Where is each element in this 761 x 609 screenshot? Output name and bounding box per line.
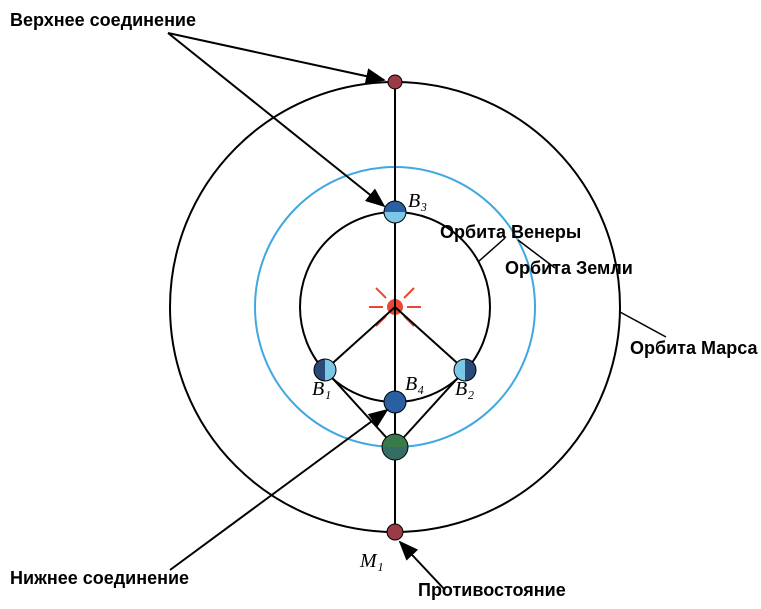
opposition-label: Противостояние [418,580,566,601]
annotation-arrows [168,33,445,590]
b2-label: B₂ [455,378,474,401]
upper-conjunction-label: Верхнее соединение [10,10,196,31]
b4-label: B₄ [405,373,424,396]
mars-orbit-label: Орбита Марса [630,338,757,359]
orbit-leaders [478,238,666,337]
venus-orbit-label: Орбита Венеры [440,222,581,243]
earth-body [382,434,408,460]
b1-label: B₁ [312,378,331,401]
construction-lines [325,82,465,532]
upper-conj-point [388,75,402,89]
earth-orbit-label: Орбита Земли [505,258,633,279]
b4-body [384,391,406,413]
orbital-diagram [0,0,761,609]
b3-label: B₃ [408,190,427,213]
m1-label: M₁ [360,550,384,573]
b3-body [384,201,406,223]
lower-conjunction-label: Нижнее соединение [10,568,189,589]
m1-body [387,524,403,540]
